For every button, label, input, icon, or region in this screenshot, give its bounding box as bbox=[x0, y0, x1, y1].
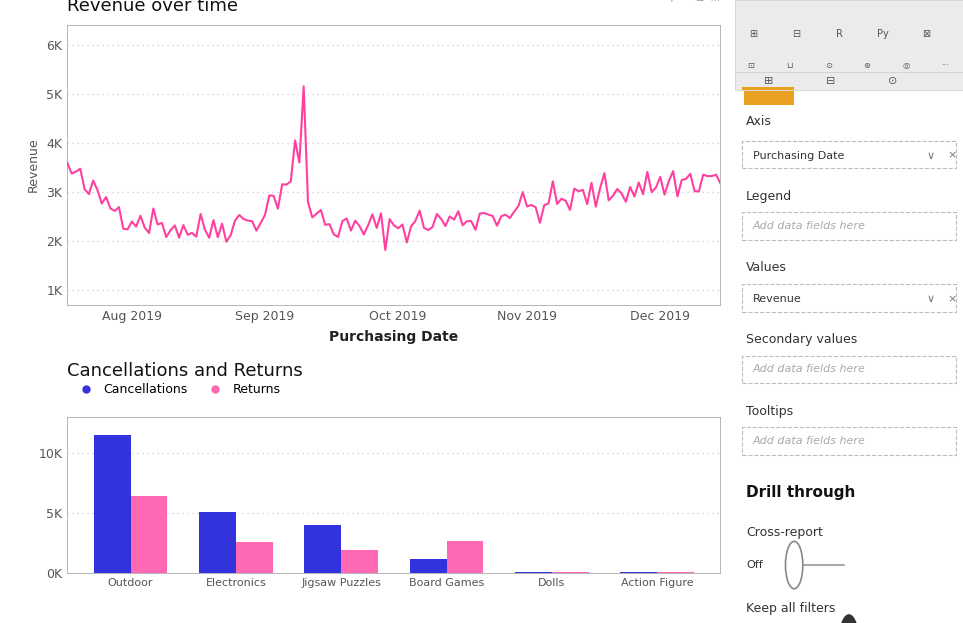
Text: Purchasing Date: Purchasing Date bbox=[753, 151, 845, 161]
Text: ⊞: ⊞ bbox=[749, 29, 757, 39]
Bar bbox=[199, 512, 236, 573]
FancyBboxPatch shape bbox=[742, 284, 956, 312]
Bar bbox=[131, 497, 168, 573]
Circle shape bbox=[840, 615, 858, 623]
Text: Cancellations and Returns: Cancellations and Returns bbox=[67, 361, 303, 379]
Text: Values: Values bbox=[746, 262, 787, 274]
Text: ×: × bbox=[947, 151, 956, 161]
Text: ∨: ∨ bbox=[926, 151, 935, 161]
Text: ⊟: ⊟ bbox=[793, 29, 800, 39]
FancyBboxPatch shape bbox=[742, 356, 956, 383]
Text: R: R bbox=[836, 29, 844, 39]
Bar bbox=[620, 572, 657, 573]
Text: ⊞: ⊞ bbox=[765, 76, 773, 86]
Text: ⊡: ⊡ bbox=[747, 61, 754, 70]
FancyBboxPatch shape bbox=[735, 72, 963, 90]
FancyBboxPatch shape bbox=[742, 87, 794, 90]
X-axis label: Purchasing Date: Purchasing Date bbox=[329, 330, 458, 344]
Bar bbox=[447, 541, 483, 573]
Bar bbox=[93, 435, 131, 573]
Text: Keep all filters: Keep all filters bbox=[746, 602, 836, 615]
Text: ⊙: ⊙ bbox=[888, 76, 897, 86]
Text: Cross-report: Cross-report bbox=[746, 526, 823, 539]
Bar bbox=[304, 525, 341, 573]
Text: ⊟: ⊟ bbox=[826, 76, 835, 86]
Text: Revenue over time: Revenue over time bbox=[67, 0, 239, 15]
Circle shape bbox=[786, 541, 803, 589]
Text: Add data fields here: Add data fields here bbox=[753, 221, 866, 231]
Text: Add data fields here: Add data fields here bbox=[753, 364, 866, 374]
Text: Py: Py bbox=[877, 29, 889, 39]
Text: Revenue: Revenue bbox=[753, 294, 802, 304]
Text: Secondary values: Secondary values bbox=[746, 333, 857, 346]
Legend: Cancellations, Returns: Cancellations, Returns bbox=[73, 383, 281, 396]
Bar bbox=[236, 542, 273, 573]
Bar bbox=[409, 559, 447, 573]
Text: Legend: Legend bbox=[746, 190, 793, 202]
Text: Off: Off bbox=[746, 560, 763, 570]
Text: ⊛: ⊛ bbox=[864, 61, 871, 70]
Text: Add data fields here: Add data fields here bbox=[753, 436, 866, 446]
FancyBboxPatch shape bbox=[742, 427, 956, 455]
Text: ⊠: ⊠ bbox=[923, 29, 930, 39]
Text: Drill through: Drill through bbox=[746, 485, 855, 500]
Text: Tooltips: Tooltips bbox=[746, 405, 794, 417]
FancyBboxPatch shape bbox=[742, 141, 956, 168]
FancyBboxPatch shape bbox=[735, 0, 963, 75]
FancyBboxPatch shape bbox=[744, 91, 794, 105]
Text: ×: × bbox=[947, 294, 956, 304]
Y-axis label: Revenue: Revenue bbox=[26, 138, 39, 193]
Text: ▽  ✎  ⊡  …: ▽ ✎ ⊡ … bbox=[668, 0, 720, 2]
Text: ∨: ∨ bbox=[926, 294, 935, 304]
FancyBboxPatch shape bbox=[742, 212, 956, 240]
Text: ◎: ◎ bbox=[902, 61, 910, 70]
Text: ···: ··· bbox=[941, 61, 949, 70]
Bar bbox=[341, 550, 378, 573]
Text: Axis: Axis bbox=[746, 115, 772, 128]
Text: ⊙: ⊙ bbox=[825, 61, 832, 70]
Text: ⊔: ⊔ bbox=[787, 61, 793, 70]
